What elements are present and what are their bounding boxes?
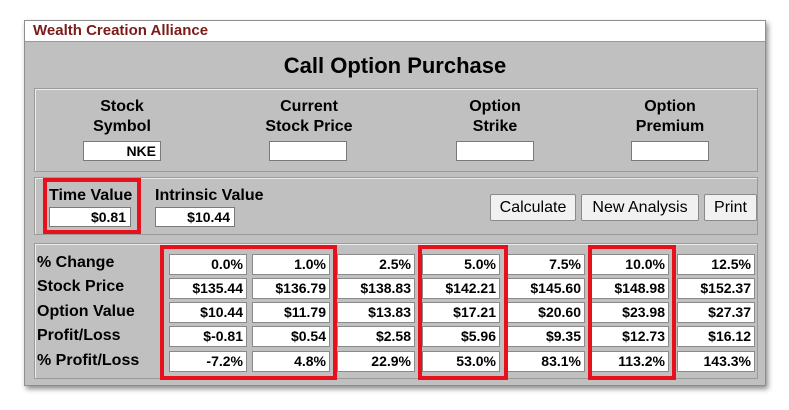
highlight-columns-0-1 (160, 245, 337, 380)
cell-option-value: $13.83 (337, 302, 415, 323)
cell-profit-loss: $16.12 (677, 326, 755, 347)
cell-stock-price: $135.44 (169, 278, 247, 299)
calculator-window: Wealth Creation Alliance Call Option Pur… (24, 20, 766, 386)
cell-stock-price: $142.21 (422, 278, 500, 299)
option-premium-label: Option Premium (620, 97, 720, 137)
cell-profit-loss: $9.35 (507, 326, 585, 347)
current-price-label-line2: Stock Price (265, 118, 353, 135)
option-premium-label-line1: Option (644, 98, 696, 115)
time-value-field: $0.81 (49, 207, 131, 227)
stock-symbol-label-line1: Stock (100, 98, 144, 115)
cell-option-value: $20.60 (507, 302, 585, 323)
results-panel (34, 243, 758, 379)
cell-percent-change: 10.0% (591, 254, 669, 275)
option-premium-label-line2: Premium (635, 118, 705, 135)
cell-percent-profit-loss: -7.2% (169, 351, 247, 372)
cell-stock-price: $152.37 (677, 278, 755, 299)
cell-stock-price: $136.79 (252, 278, 330, 299)
cell-percent-profit-loss: 143.3% (677, 351, 755, 372)
current-price-label: Current Stock Price (249, 97, 369, 137)
cell-option-value: $10.44 (169, 302, 247, 323)
cell-percent-profit-loss: 4.8% (252, 351, 330, 372)
cell-profit-loss: $-0.81 (169, 326, 247, 347)
brand-bar: Wealth Creation Alliance (25, 21, 765, 42)
row-label-profit-loss: Profit/Loss (37, 327, 121, 344)
cell-percent-change: 12.5% (677, 254, 755, 275)
cell-stock-price: $138.83 (337, 278, 415, 299)
current-price-label-line1: Current (280, 98, 338, 115)
current-price-input[interactable] (269, 141, 347, 161)
input-panel (34, 88, 758, 172)
page-title: Call Option Purchase (283, 53, 507, 78)
cell-profit-loss: $2.58 (337, 326, 415, 347)
brand-name: Wealth Creation Alliance (33, 22, 209, 39)
highlight-column-5 (588, 245, 676, 380)
cell-option-value: $17.21 (422, 302, 500, 323)
cell-percent-change: 7.5% (507, 254, 585, 275)
option-strike-input[interactable] (456, 141, 534, 161)
cell-percent-change: 0.0% (169, 254, 247, 275)
highlight-time-value (43, 178, 141, 234)
cell-percent-change: 5.0% (422, 254, 500, 275)
cell-percent-profit-loss: 83.1% (507, 351, 585, 372)
time-value-label: Time Value (49, 187, 133, 204)
new-analysis-button[interactable]: New Analysis (581, 194, 699, 221)
option-strike-label-line2: Strike (472, 118, 518, 135)
cell-profit-loss: $12.73 (591, 326, 669, 347)
stock-symbol-label: Stock Symbol (72, 97, 172, 137)
highlight-column-3 (418, 245, 508, 380)
cell-percent-change: 2.5% (337, 254, 415, 275)
cell-percent-change: 1.0% (252, 254, 330, 275)
cell-percent-profit-loss: 53.0% (422, 351, 500, 372)
print-button[interactable]: Print (704, 194, 757, 221)
cell-profit-loss: $0.54 (252, 326, 330, 347)
cell-percent-profit-loss: 113.2% (591, 351, 669, 372)
option-strike-label-line1: Option (469, 98, 521, 115)
value-panel (34, 177, 758, 235)
cell-option-value: $23.98 (591, 302, 669, 323)
cell-profit-loss: $5.96 (422, 326, 500, 347)
stock-symbol-input[interactable]: NKE (83, 141, 161, 161)
cell-option-value: $27.37 (677, 302, 755, 323)
stock-symbol-label-line2: Symbol (93, 118, 151, 135)
row-label-option-value: Option Value (37, 303, 135, 320)
row-label-stock-price: Stock Price (37, 278, 125, 295)
intrinsic-value-label: Intrinsic Value (155, 187, 264, 204)
cell-percent-profit-loss: 22.9% (337, 351, 415, 372)
intrinsic-value-field: $10.44 (155, 207, 235, 227)
calculate-button[interactable]: Calculate (490, 194, 576, 221)
row-label-percent-profit-loss: % Profit/Loss (37, 352, 140, 369)
row-label-percent-change: % Change (37, 254, 115, 271)
option-premium-input[interactable] (631, 141, 709, 161)
cell-option-value: $11.79 (252, 302, 330, 323)
cell-stock-price: $145.60 (507, 278, 585, 299)
option-strike-label: Option Strike (445, 97, 545, 137)
